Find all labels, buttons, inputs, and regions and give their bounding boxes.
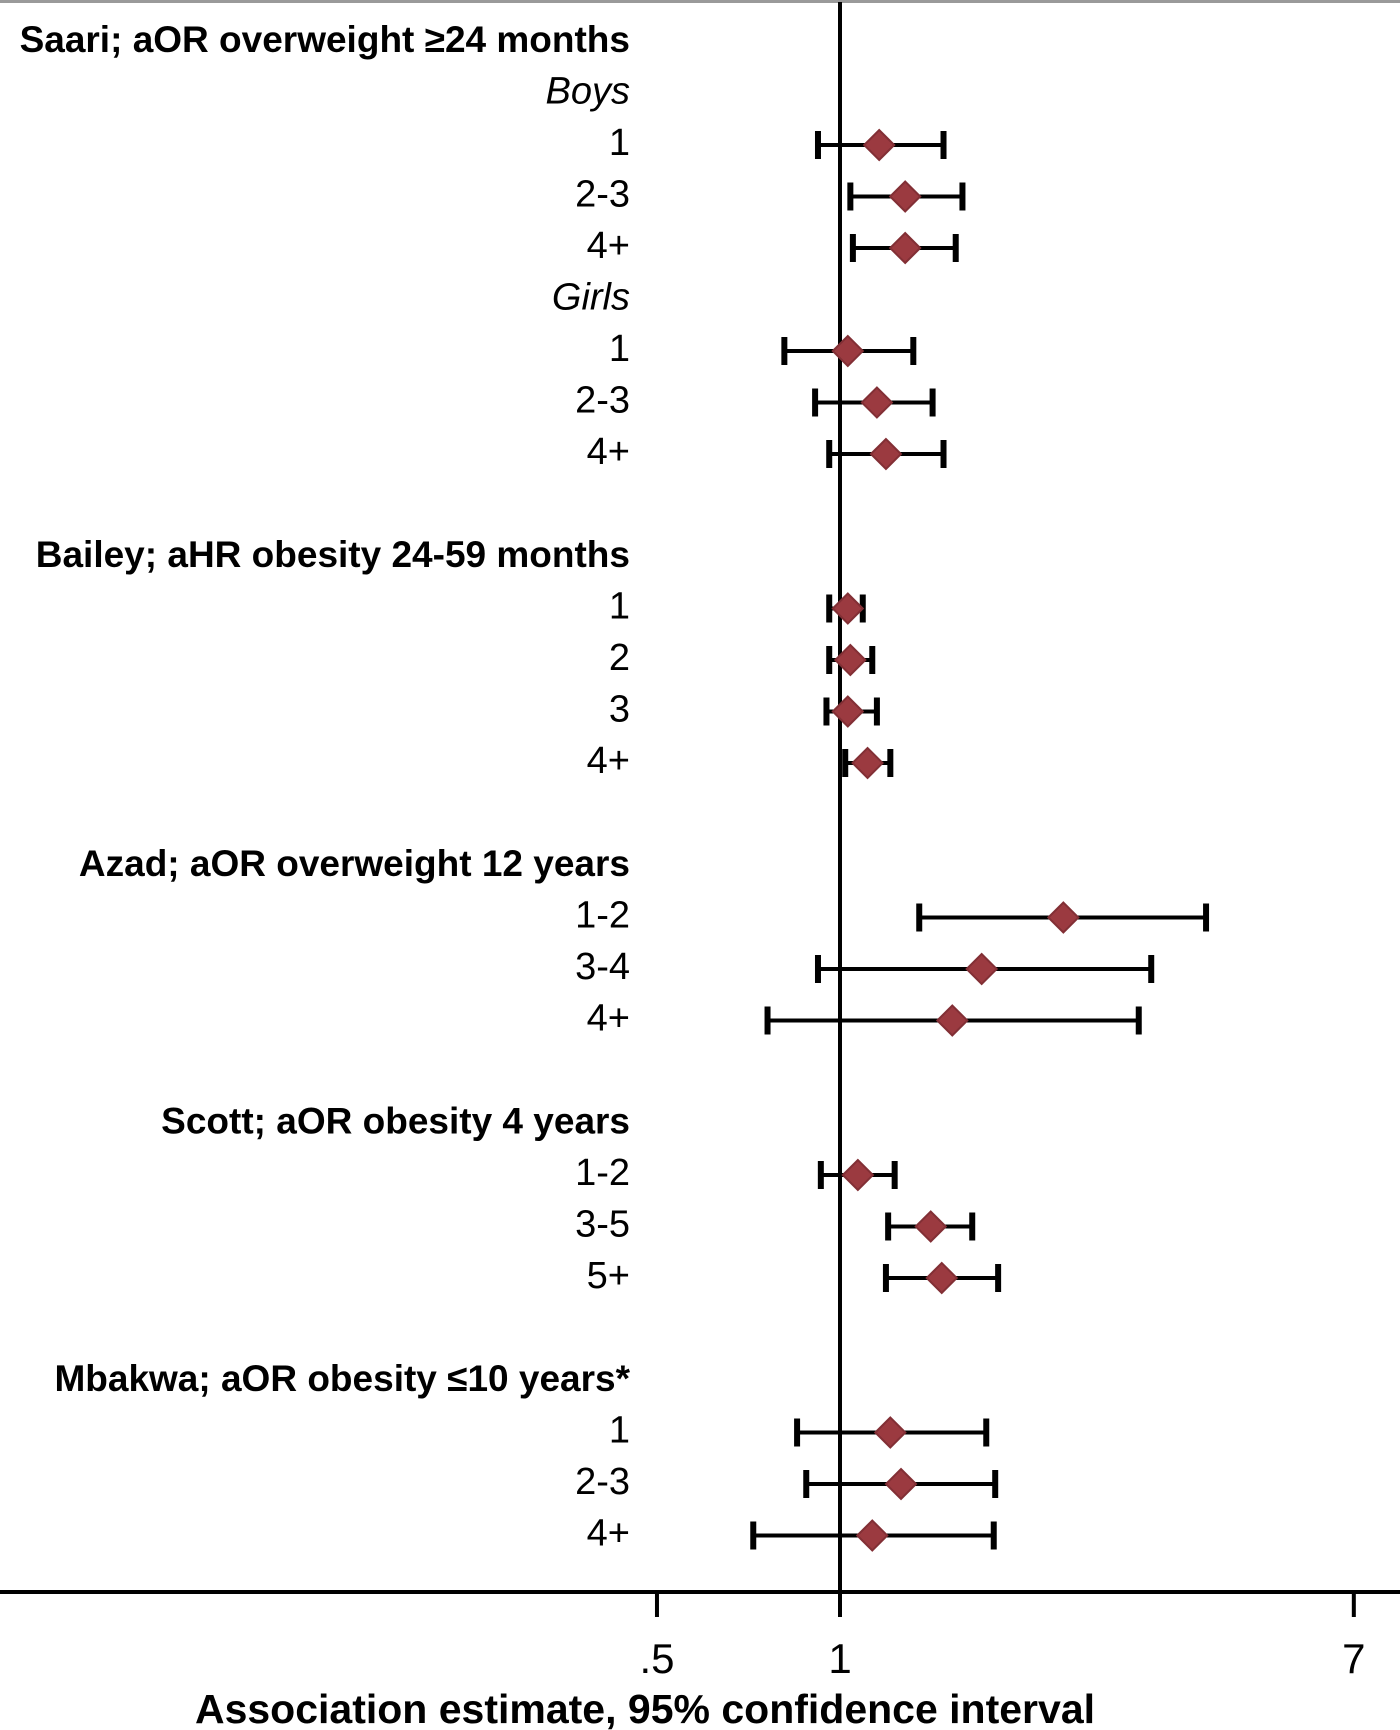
row-label: 4+ (587, 740, 630, 782)
point-estimate-diamond (860, 386, 894, 419)
point-estimate-diamond (884, 1467, 918, 1501)
group-header: Bailey; aHR obesity 24-59 months (36, 534, 630, 575)
x-axis-tick-label: 7 (1342, 1635, 1365, 1682)
point-estimate-diamond (935, 1004, 969, 1037)
point-estimate-diamond (873, 1416, 907, 1449)
point-estimate-diamond (925, 1261, 959, 1295)
row-label: 4+ (587, 431, 630, 473)
point-estimate-diamond (831, 334, 865, 368)
point-estimate-diamond (862, 128, 896, 162)
row-label: 2-3 (575, 380, 630, 422)
group-header: Scott; aOR obesity 4 years (161, 1100, 630, 1141)
point-estimate-diamond (914, 1210, 948, 1243)
point-estimate-diamond (965, 952, 999, 986)
row-label: 3-4 (575, 946, 630, 988)
point-estimate-diamond (869, 437, 903, 471)
row-label: 5+ (587, 1255, 630, 1297)
row-label: 1-2 (575, 1152, 630, 1194)
point-estimate-diamond (888, 180, 922, 213)
point-estimate-diamond (831, 592, 865, 625)
group-header: Saari; aOR overweight ≥24 months (20, 19, 630, 60)
row-label: 2-3 (575, 174, 630, 216)
group-header: Azad; aOR overweight 12 years (79, 843, 630, 884)
row-label: 3-5 (575, 1204, 630, 1246)
row-label: 1 (609, 586, 630, 628)
point-estimate-diamond (1046, 901, 1080, 934)
point-estimate-diamond (855, 1519, 889, 1552)
row-label: 1-2 (575, 895, 630, 937)
point-estimate-diamond (833, 643, 867, 677)
row-label: 1 (609, 122, 630, 164)
subgroup-header: Boys (546, 71, 630, 113)
row-label: 3 (609, 689, 630, 731)
point-estimate-diamond (841, 1158, 875, 1192)
point-estimate-diamond (851, 746, 884, 780)
subgroup-header: Girls (552, 277, 630, 319)
x-axis-title: Association estimate, 95% confidence int… (195, 1686, 1095, 1730)
row-label: 1 (609, 328, 630, 370)
row-label: 2 (609, 637, 630, 679)
point-estimate-diamond (888, 231, 922, 265)
group-header: Mbakwa; aOR obesity ≤10 years* (54, 1358, 630, 1399)
row-label: 2-3 (575, 1461, 630, 1503)
x-axis-tick-label: 1 (828, 1635, 851, 1682)
plot-top-border (0, 0, 1400, 3)
row-label: 1 (609, 1410, 630, 1452)
row-label: 4+ (587, 998, 630, 1040)
point-estimate-diamond (831, 695, 865, 728)
row-label: 4+ (587, 1513, 630, 1555)
row-label: 4+ (587, 225, 630, 267)
x-axis-tick-label: .5 (639, 1635, 674, 1682)
